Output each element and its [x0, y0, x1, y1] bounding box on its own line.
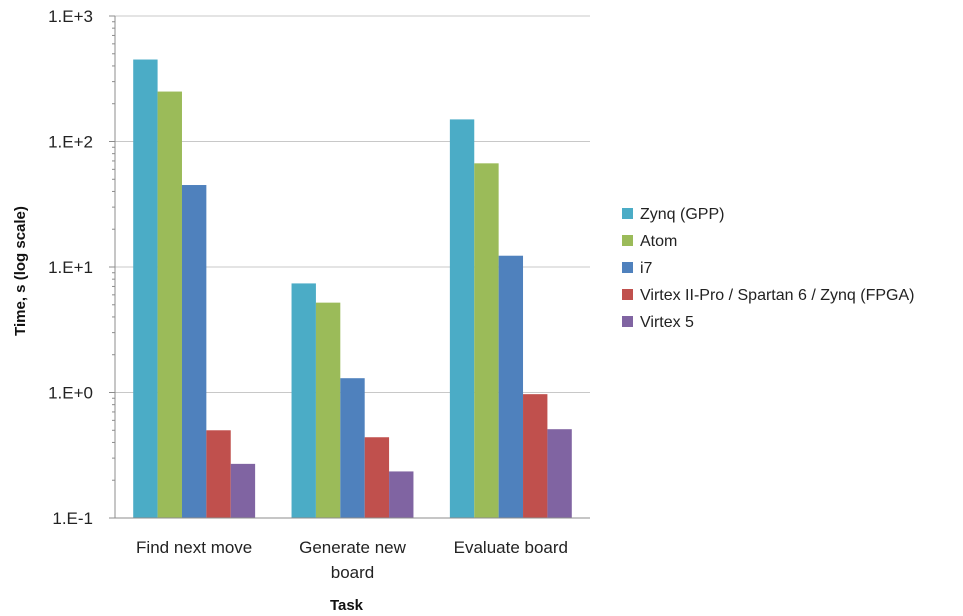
bar: [340, 378, 365, 518]
bar: [315, 302, 341, 518]
bar: [364, 437, 390, 518]
x-tick-label: board: [331, 563, 374, 582]
bar: [133, 59, 158, 519]
legend-label: Zynq (GPP): [640, 206, 724, 223]
legend-label: Virtex 5: [640, 314, 694, 331]
legend-label: Virtex II-Pro / Spartan 6 / Zynq (FPGA): [640, 287, 914, 304]
legend-swatch: [622, 208, 633, 219]
x-axis-categories: Find next move Generate new board Evaluate …: [136, 538, 568, 582]
bar: [291, 283, 316, 518]
bar: [498, 255, 524, 518]
bar: [230, 463, 256, 518]
legend-label: i7: [640, 260, 653, 277]
bar: [181, 185, 207, 518]
legend-label: Atom: [640, 233, 677, 250]
x-tick-label: Evaluate board: [454, 538, 568, 557]
y-tick-label: 1.E+3: [48, 7, 93, 26]
bar: [389, 471, 414, 518]
legend-swatch: [622, 262, 633, 273]
bar: [206, 430, 231, 518]
legend-swatch: [622, 235, 633, 246]
legend: Zynq (GPP) Atom i7 Virtex II-Pro / Spartan …: [622, 206, 914, 331]
x-tick-label: Find next move: [136, 538, 252, 557]
y-axis-title: Time, s (log scale): [12, 206, 29, 336]
bar: [547, 429, 572, 518]
y-tick-label: 1.E+2: [48, 133, 93, 152]
y-axis-ticks: 1.E-1 1.E+0 1.E+1 1.E+2 1.E+3: [48, 7, 115, 528]
y-tick-label: 1.E+1: [48, 258, 93, 277]
bar: [523, 394, 548, 518]
y-tick-label: 1.E+0: [48, 384, 93, 403]
x-axis-title: Task: [330, 597, 364, 614]
y-tick-label: 1.E-1: [52, 509, 93, 528]
legend-swatch: [622, 316, 633, 327]
bar: [449, 119, 475, 518]
legend-swatch: [622, 289, 633, 300]
x-tick-label: Generate new: [299, 538, 407, 557]
bars: [133, 59, 572, 519]
bar: [474, 163, 499, 518]
bar: [157, 91, 182, 518]
